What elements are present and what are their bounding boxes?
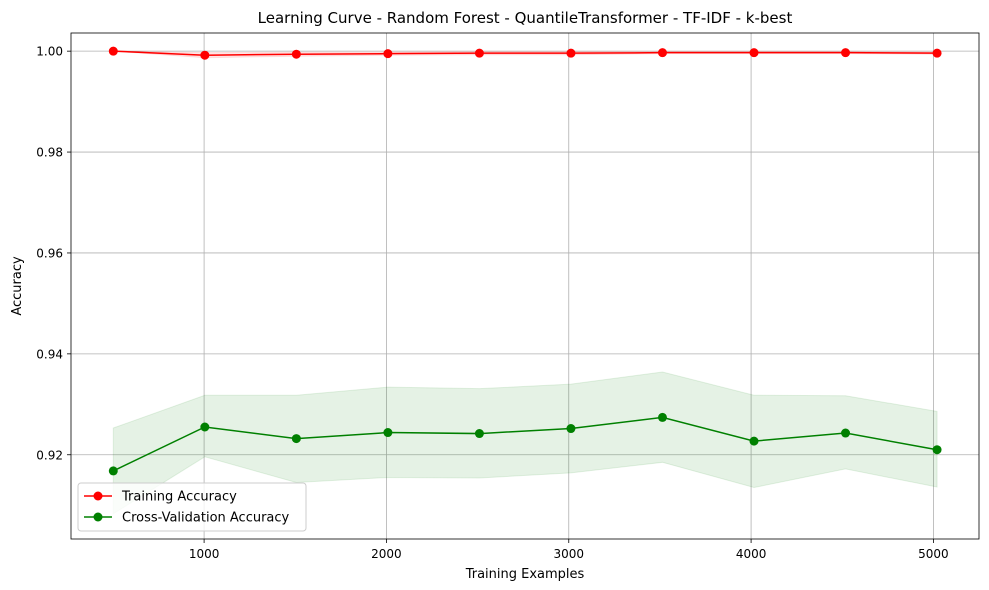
legend-marker-training	[93, 491, 103, 501]
y-axis-label: Accuracy	[10, 256, 25, 316]
data-point-training	[108, 46, 118, 56]
x-tick-label: 2000	[371, 547, 402, 561]
y-tick-label: 0.92	[36, 448, 63, 462]
data-point-training	[474, 48, 484, 58]
y-tick-label: 0.94	[36, 347, 63, 361]
data-point-cv	[749, 436, 759, 446]
data-point-cv	[566, 424, 576, 434]
x-axis-ticks: 1000 2000 3000 4000 5000	[189, 539, 949, 561]
x-tick-label: 1000	[189, 547, 220, 561]
x-tick-label: 4000	[736, 547, 767, 561]
data-point-training	[383, 49, 393, 59]
x-tick-label: 5000	[918, 547, 949, 561]
series-lines	[112, 50, 938, 472]
grid-lines	[71, 33, 979, 539]
data-point-cv	[200, 422, 210, 432]
data-point-training	[932, 48, 942, 58]
series-line-cv	[112, 416, 938, 472]
data-point-training	[657, 48, 667, 58]
data-point-cv	[841, 428, 851, 438]
data-point-cv	[291, 434, 301, 444]
y-tick-label: 1.00	[36, 45, 63, 59]
series-line-training	[113, 50, 938, 56]
series-points	[108, 46, 942, 476]
x-axis-label: Training Examples	[465, 567, 585, 582]
data-point-cv	[383, 428, 393, 438]
data-point-cv	[108, 466, 118, 476]
data-point-training	[841, 48, 851, 58]
legend-marker-cv	[93, 512, 103, 522]
confidence-band-cv	[112, 371, 938, 515]
legend-label-training: Training Accuracy	[121, 490, 237, 505]
data-point-training	[566, 48, 576, 58]
data-point-cv	[657, 412, 667, 422]
chart-title: Learning Curve - Random Forest - Quantil…	[258, 9, 793, 27]
legend-label-cv: Cross-Validation Accuracy	[122, 511, 290, 526]
data-point-cv	[474, 429, 484, 439]
legend-box	[77, 482, 307, 532]
plot-area	[70, 32, 980, 540]
data-point-cv	[932, 445, 942, 455]
y-tick-label: 0.98	[36, 146, 63, 160]
legend: Training Accuracy Cross-Validation Accur…	[77, 482, 307, 532]
data-point-training	[749, 48, 759, 58]
y-axis-ticks: 0.92 0.94 0.96 0.98 1.00	[36, 45, 71, 462]
plot-border	[70, 32, 980, 540]
x-tick-label: 3000	[553, 547, 584, 561]
data-point-training	[291, 49, 301, 59]
y-tick-label: 0.96	[36, 246, 63, 260]
data-point-training	[200, 50, 210, 60]
